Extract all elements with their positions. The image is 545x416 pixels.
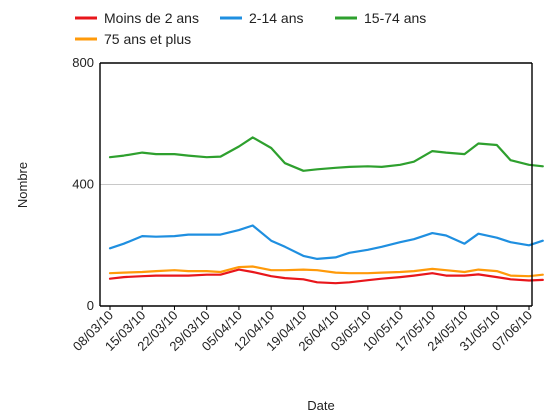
- plot-area: [99, 62, 544, 307]
- x-axis-label: Date: [307, 398, 334, 413]
- legend-label-2: 2-14 ans: [249, 10, 303, 26]
- legend-label-4: 75 ans et plus: [104, 31, 191, 47]
- legend: Moins de 2 ans 2-14 ans 15-74 ans 75 ans et…: [75, 10, 426, 47]
- series-line-3: [108, 136, 544, 172]
- y-tick-label: 800: [72, 55, 94, 70]
- y-axis-label: Nombre: [15, 162, 30, 208]
- x-tick-labels: 08/03/1015/03/1022/03/1029/03/1005/04/10…: [70, 306, 535, 354]
- gridlines: [100, 62, 532, 185]
- series-line-4: [108, 265, 544, 278]
- y-tick-label: 400: [72, 177, 94, 192]
- y-tick-label: 0: [87, 298, 94, 313]
- series-line-2: [108, 224, 544, 260]
- series-layer: [108, 136, 544, 285]
- y-tick-labels: 0 400 800: [72, 55, 94, 313]
- axes: [99, 62, 533, 307]
- legend-label-1: Moins de 2 ans: [104, 10, 199, 26]
- series-line-1: [108, 268, 544, 285]
- legend-label-3: 15-74 ans: [364, 10, 426, 26]
